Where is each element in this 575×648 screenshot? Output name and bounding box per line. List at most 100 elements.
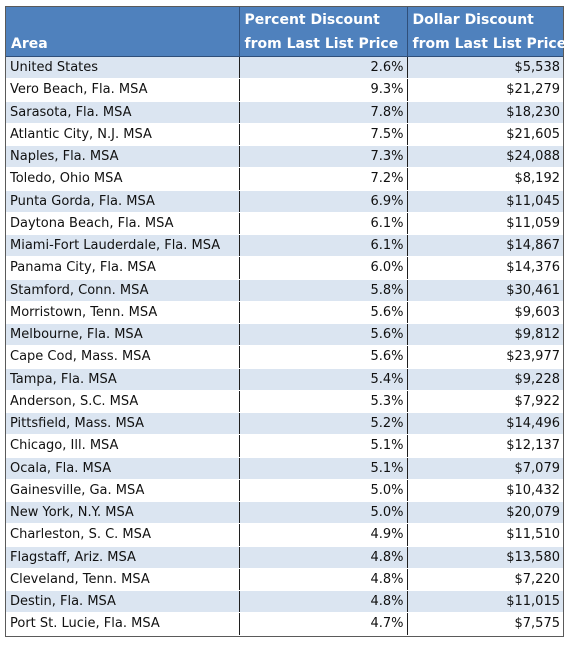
area-cell: Port St. Lucie, Fla. MSA (6, 612, 240, 636)
percent-discount-cell: 5.4% (239, 368, 408, 391)
dollar-discount-cell: $11,015 (407, 590, 563, 614)
area-cell: New York, N.Y. MSA (6, 501, 240, 525)
area-cell: Flagstaff, Ariz. MSA (6, 546, 240, 569)
table-row: Chicago, Ill. MSA 5.1% $12,137 (6, 434, 563, 458)
header-area-line-2: Area (11, 36, 48, 52)
dollar-discount-cell: $30,461 (407, 279, 563, 302)
header-area: Area (6, 7, 240, 57)
header-percent-line-2: from Last List Price (244, 36, 399, 52)
area-cell: United States (6, 56, 240, 80)
area-cell: Gainesville, Ga. MSA (6, 479, 240, 503)
dollar-discount-cell: $11,510 (407, 523, 563, 547)
percent-discount-cell: 4.8% (239, 546, 408, 569)
table-row: Panama City, Fla. MSA 6.0% $14,376 (6, 256, 563, 280)
dollar-discount-cell: $21,605 (407, 123, 563, 147)
area-cell: Chicago, Ill. MSA (6, 434, 240, 458)
percent-discount-cell: 6.1% (239, 234, 408, 258)
dollar-discount-cell: $20,079 (407, 501, 563, 525)
percent-discount-cell: 7.5% (239, 123, 408, 147)
percent-discount-cell: 5.8% (239, 279, 408, 302)
percent-discount-cell: 5.2% (239, 412, 408, 436)
percent-discount-cell: 6.1% (239, 212, 408, 236)
dollar-discount-cell: $8,192 (407, 167, 563, 191)
discount-table: Area Percent Discount from Last List Pri… (6, 7, 567, 636)
percent-discount-cell: 5.0% (239, 479, 408, 503)
table-row: Sarasota, Fla. MSA 7.8% $18,230 (6, 101, 563, 124)
table-row: United States 2.6% $5,538 (6, 56, 563, 80)
table-row: Daytona Beach, Fla. MSA 6.1% $11,059 (6, 212, 563, 236)
table-row: Melbourne, Fla. MSA 5.6% $9,812 (6, 323, 563, 347)
dollar-discount-cell: $9,603 (407, 301, 563, 325)
percent-discount-cell: 5.1% (239, 434, 408, 458)
percent-discount-cell: 4.8% (239, 568, 408, 592)
table-header: Area Percent Discount from Last List Pri… (6, 7, 567, 57)
area-cell: Sarasota, Fla. MSA (6, 101, 240, 124)
header-row: Area Percent Discount from Last List Pri… (6, 7, 567, 57)
percent-discount-cell: 2.6% (239, 56, 408, 80)
header-dollar-line-1: Dollar Discount (412, 12, 534, 28)
area-cell: Miami-Fort Lauderdale, Fla. MSA (6, 234, 240, 258)
percent-discount-cell: 7.8% (239, 101, 408, 124)
table-row: Port St. Lucie, Fla. MSA 4.7% $7,575 (6, 612, 563, 636)
table-row: Pittsfield, Mass. MSA 5.2% $14,496 (6, 412, 563, 436)
area-cell: Ocala, Fla. MSA (6, 457, 240, 480)
percent-discount-cell: 6.0% (239, 256, 408, 280)
percent-discount-cell: 5.6% (239, 345, 408, 369)
area-cell: Naples, Fla. MSA (6, 145, 240, 169)
dollar-discount-cell: $9,228 (407, 368, 563, 391)
table-body: United States 2.6% $5,538 Vero Beach, Fla. … (6, 56, 563, 636)
header-dollar-discount: Dollar Discount from Last List Price (407, 7, 567, 57)
percent-discount-cell: 9.3% (239, 78, 408, 102)
dollar-discount-cell: $14,376 (407, 256, 563, 280)
table-row: Flagstaff, Ariz. MSA 4.8% $13,580 (6, 546, 563, 569)
table-row: Ocala, Fla. MSA 5.1% $7,079 (6, 457, 563, 480)
table-row: Atlantic City, N.J. MSA 7.5% $21,605 (6, 123, 563, 147)
table-row: Stamford, Conn. MSA 5.8% $30,461 (6, 279, 563, 302)
area-cell: Pittsfield, Mass. MSA (6, 412, 240, 436)
area-cell: Cleveland, Tenn. MSA (6, 568, 240, 592)
table-row: Destin, Fla. MSA 4.8% $11,015 (6, 590, 563, 614)
table-row: Toledo, Ohio MSA 7.2% $8,192 (6, 167, 563, 191)
dollar-discount-cell: $12,137 (407, 434, 563, 458)
dollar-discount-cell: $14,496 (407, 412, 563, 436)
dollar-discount-cell: $14,867 (407, 234, 563, 258)
dollar-discount-cell: $23,977 (407, 345, 563, 369)
percent-discount-cell: 4.9% (239, 523, 408, 547)
area-cell: Cape Cod, Mass. MSA (6, 345, 240, 369)
percent-discount-cell: 5.3% (239, 390, 408, 414)
area-cell: Anderson, S.C. MSA (6, 390, 240, 414)
area-cell: Melbourne, Fla. MSA (6, 323, 240, 347)
area-cell: Toledo, Ohio MSA (6, 167, 240, 191)
dollar-discount-cell: $10,432 (407, 479, 563, 503)
area-cell: Morristown, Tenn. MSA (6, 301, 240, 325)
dollar-discount-cell: $7,575 (407, 612, 563, 636)
dollar-discount-cell: $11,059 (407, 212, 563, 236)
table-row: Vero Beach, Fla. MSA 9.3% $21,279 (6, 78, 563, 102)
percent-discount-cell: 4.8% (239, 590, 408, 614)
dollar-discount-cell: $24,088 (407, 145, 563, 169)
dollar-discount-cell: $13,580 (407, 546, 563, 569)
table-row: Naples, Fla. MSA 7.3% $24,088 (6, 145, 563, 169)
dollar-discount-cell: $7,079 (407, 457, 563, 480)
dollar-discount-cell: $11,045 (407, 190, 563, 213)
dollar-discount-cell: $5,538 (407, 56, 563, 80)
table-row: Cape Cod, Mass. MSA 5.6% $23,977 (6, 345, 563, 369)
header-dollar-line-2: from Last List Price (412, 36, 567, 52)
area-cell: Punta Gorda, Fla. MSA (6, 190, 240, 213)
dollar-discount-cell: $21,279 (407, 78, 563, 102)
percent-discount-cell: 4.7% (239, 612, 408, 636)
area-cell: Vero Beach, Fla. MSA (6, 78, 240, 102)
table-row: Anderson, S.C. MSA 5.3% $7,922 (6, 390, 563, 414)
dollar-discount-cell: $18,230 (407, 101, 563, 124)
percent-discount-cell: 7.3% (239, 145, 408, 169)
table-row: Cleveland, Tenn. MSA 4.8% $7,220 (6, 568, 563, 592)
table-row: New York, N.Y. MSA 5.0% $20,079 (6, 501, 563, 525)
percent-discount-cell: 5.6% (239, 323, 408, 347)
header-percent-discount: Percent Discount from Last List Price (239, 7, 408, 57)
area-cell: Daytona Beach, Fla. MSA (6, 212, 240, 236)
area-cell: Tampa, Fla. MSA (6, 368, 240, 391)
area-cell: Stamford, Conn. MSA (6, 279, 240, 302)
table-row: Morristown, Tenn. MSA 5.6% $9,603 (6, 301, 563, 325)
dollar-discount-cell: $7,922 (407, 390, 563, 414)
area-cell: Destin, Fla. MSA (6, 590, 240, 614)
